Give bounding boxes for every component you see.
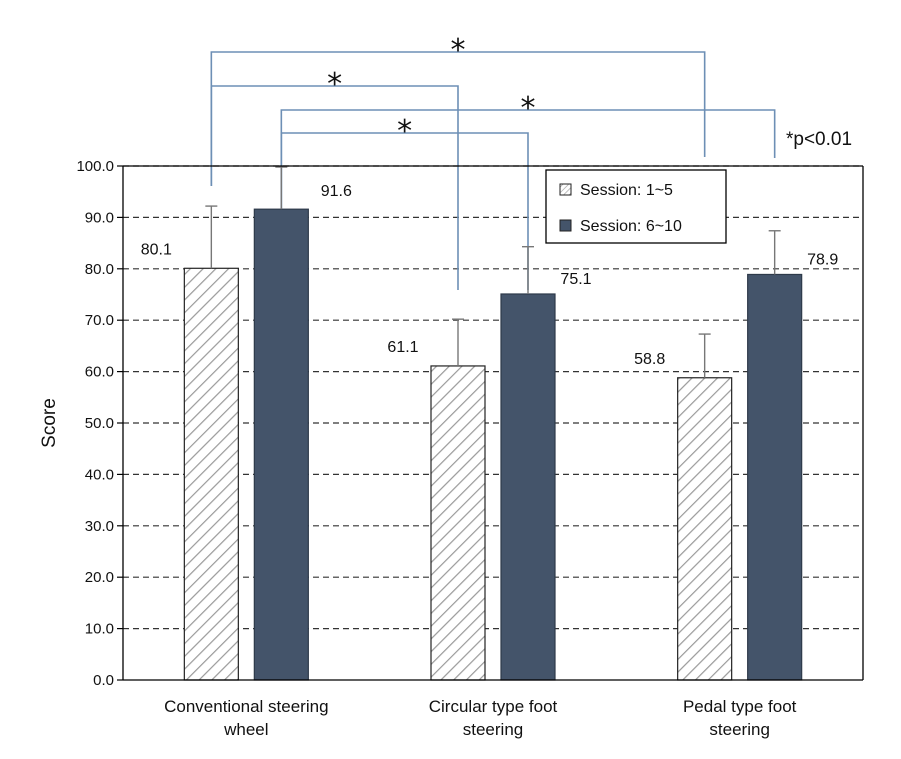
bar [430, 365, 486, 681]
y-tick-label: 10.0 [85, 621, 114, 638]
bar [677, 377, 733, 681]
x-tick-label: Pedal type foot [683, 697, 797, 716]
y-tick-label: 80.0 [85, 261, 114, 278]
bar [183, 267, 239, 681]
bars [183, 166, 803, 681]
y-tick-label: 50.0 [85, 415, 114, 432]
y-tick-label: 100.0 [76, 158, 114, 175]
x-tick-label: wheel [223, 720, 268, 739]
bar [747, 273, 803, 681]
significance-bracket [210, 85, 459, 290]
legend: Session: 1~5 Session: 6~10 [545, 169, 727, 244]
legend-label-session-1-5: Session: 1~5 [580, 182, 673, 199]
data-label: 91.6 [321, 183, 352, 200]
significance-star: * [521, 91, 536, 126]
y-tick-label: 60.0 [85, 364, 114, 381]
x-tick-label: Circular type foot [429, 697, 558, 716]
significance-note: *p<0.01 [786, 129, 852, 150]
x-tick-label: Conventional steering [164, 697, 328, 716]
y-axis-label: Score [39, 398, 60, 448]
y-tick-label: 90.0 [85, 209, 114, 226]
legend-label-session-6-10: Session: 6~10 [580, 218, 682, 235]
significance-bracket [280, 132, 529, 290]
axes [117, 165, 864, 681]
x-tick-label: steering [463, 720, 523, 739]
data-label: 58.8 [634, 351, 665, 368]
data-label: 75.1 [560, 271, 591, 288]
significance-star: * [397, 114, 412, 149]
y-tick-label: 30.0 [85, 518, 114, 535]
y-tick-label: 40.0 [85, 466, 114, 483]
data-label: 61.1 [387, 339, 418, 356]
y-tick-label: 0.0 [93, 672, 114, 689]
x-tick-label: steering [709, 720, 769, 739]
bar [253, 208, 309, 681]
y-tick-label: 20.0 [85, 569, 114, 586]
legend-swatch-session-6-10 [559, 219, 572, 232]
y-tick-label: 70.0 [85, 312, 114, 329]
legend-swatch-session-1-5 [559, 183, 572, 196]
data-label: 80.1 [141, 241, 172, 258]
significance-star: * [327, 67, 342, 102]
bar [500, 293, 556, 681]
labels: 0.0 10.0 20.0 30.0 40.0 50.0 60.0 70.0 80.0 90.0 1… [76, 33, 838, 739]
data-label: 78.9 [807, 251, 838, 268]
significance-star: * [451, 33, 466, 68]
